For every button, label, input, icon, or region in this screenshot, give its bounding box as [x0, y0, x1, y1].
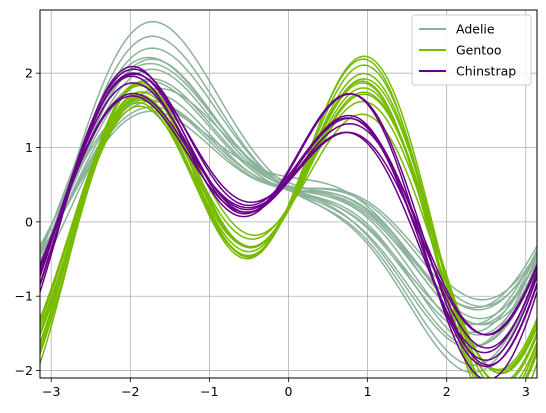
x-tick-label: 2 — [443, 384, 451, 399]
curve-chinstrap — [40, 92, 537, 336]
x-tick-label: 0 — [285, 384, 293, 399]
axis-ticks: −3 −2 −1 0 1 2 3 −2 −1 0 1 2 — [15, 66, 530, 399]
curve-adelie — [40, 56, 537, 349]
plot-area — [40, 20, 537, 378]
grid-lines — [40, 10, 537, 378]
legend-label-gentoo: Gentoo — [456, 43, 502, 58]
legend-box — [411, 14, 532, 86]
legend-label-adelie: Adelie — [456, 22, 495, 37]
y-tick-label: 2 — [25, 66, 33, 81]
curve-chinstrap — [40, 65, 537, 378]
legend: Adelie Gentoo Chinstrap — [411, 14, 532, 86]
curve-chinstrap — [40, 68, 537, 361]
x-tick-label: 1 — [364, 384, 372, 399]
legend-label-chinstrap: Chinstrap — [456, 64, 516, 79]
x-tick-label: 3 — [522, 384, 530, 399]
x-tick-label: −1 — [200, 384, 218, 399]
curve-gentoo — [40, 64, 537, 378]
curve-gentoo — [40, 93, 537, 374]
curve-chinstrap — [40, 73, 537, 354]
x-tick-label: −2 — [121, 384, 139, 399]
y-tick-label: 1 — [25, 140, 33, 155]
curve-adelie — [40, 47, 537, 348]
y-tick-label: 0 — [25, 214, 33, 229]
y-tick-label: −1 — [15, 289, 33, 304]
y-tick-label: −2 — [15, 363, 33, 378]
x-tick-label: −3 — [42, 384, 60, 399]
